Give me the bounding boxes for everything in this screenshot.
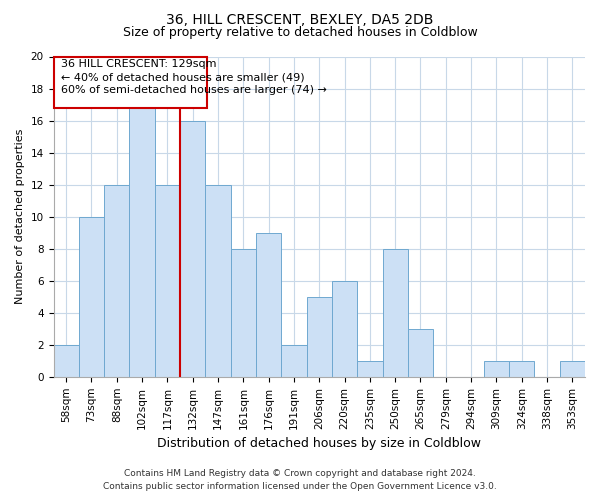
Bar — [408, 329, 433, 377]
Bar — [256, 232, 281, 377]
Text: 36 HILL CRESCENT: 129sqm
← 40% of detached houses are smaller (49)
60% of semi-d: 36 HILL CRESCENT: 129sqm ← 40% of detach… — [61, 59, 327, 96]
Bar — [104, 184, 130, 377]
Text: Size of property relative to detached houses in Coldblow: Size of property relative to detached ho… — [122, 26, 478, 39]
Bar — [509, 361, 535, 377]
FancyBboxPatch shape — [53, 56, 206, 108]
Bar — [180, 120, 205, 377]
Bar — [357, 361, 383, 377]
Bar — [560, 361, 585, 377]
Bar — [79, 216, 104, 377]
Bar — [155, 184, 180, 377]
Bar — [230, 248, 256, 377]
Bar — [205, 184, 230, 377]
Bar — [307, 296, 332, 377]
Bar — [53, 345, 79, 377]
Bar — [383, 248, 408, 377]
Y-axis label: Number of detached properties: Number of detached properties — [15, 129, 25, 304]
Bar — [281, 345, 307, 377]
Text: Contains HM Land Registry data © Crown copyright and database right 2024.
Contai: Contains HM Land Registry data © Crown c… — [103, 470, 497, 491]
Bar — [484, 361, 509, 377]
Bar — [130, 104, 155, 377]
Bar — [332, 280, 357, 377]
Text: 36, HILL CRESCENT, BEXLEY, DA5 2DB: 36, HILL CRESCENT, BEXLEY, DA5 2DB — [166, 12, 434, 26]
X-axis label: Distribution of detached houses by size in Coldblow: Distribution of detached houses by size … — [157, 437, 481, 450]
